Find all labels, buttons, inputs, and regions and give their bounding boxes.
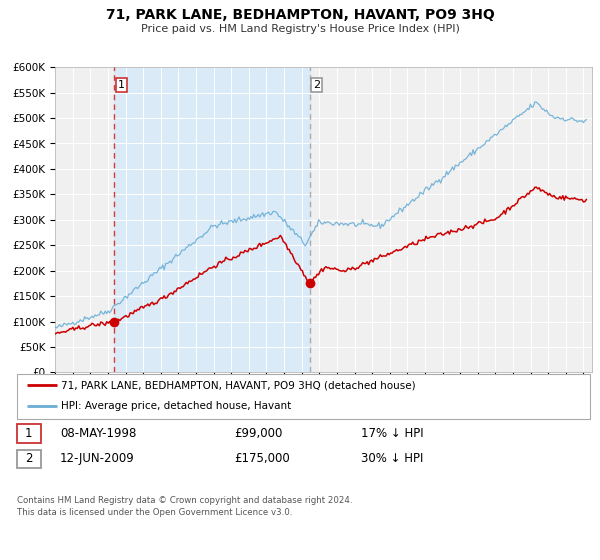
Text: 1: 1 [25, 427, 32, 440]
Text: 71, PARK LANE, BEDHAMPTON, HAVANT, PO9 3HQ (detached house): 71, PARK LANE, BEDHAMPTON, HAVANT, PO9 3… [61, 380, 416, 390]
Text: 1: 1 [118, 80, 125, 90]
Text: 30% ↓ HPI: 30% ↓ HPI [361, 452, 423, 465]
Text: Contains HM Land Registry data © Crown copyright and database right 2024.: Contains HM Land Registry data © Crown c… [17, 496, 352, 505]
Text: This data is licensed under the Open Government Licence v3.0.: This data is licensed under the Open Gov… [17, 508, 292, 517]
Text: 17% ↓ HPI: 17% ↓ HPI [361, 427, 423, 440]
Text: £175,000: £175,000 [235, 452, 290, 465]
Text: HPI: Average price, detached house, Havant: HPI: Average price, detached house, Hava… [61, 402, 292, 412]
Text: £99,000: £99,000 [235, 427, 283, 440]
Text: Price paid vs. HM Land Registry's House Price Index (HPI): Price paid vs. HM Land Registry's House … [140, 24, 460, 34]
Text: 71, PARK LANE, BEDHAMPTON, HAVANT, PO9 3HQ: 71, PARK LANE, BEDHAMPTON, HAVANT, PO9 3… [106, 8, 494, 22]
Bar [115, 67, 310, 372]
Bar [17, 424, 41, 442]
Bar [17, 450, 41, 468]
Text: 2: 2 [25, 452, 32, 465]
Text: 08-MAY-1998: 08-MAY-1998 [60, 427, 136, 440]
Text: 2: 2 [313, 80, 320, 90]
Text: 12-JUN-2009: 12-JUN-2009 [60, 452, 134, 465]
